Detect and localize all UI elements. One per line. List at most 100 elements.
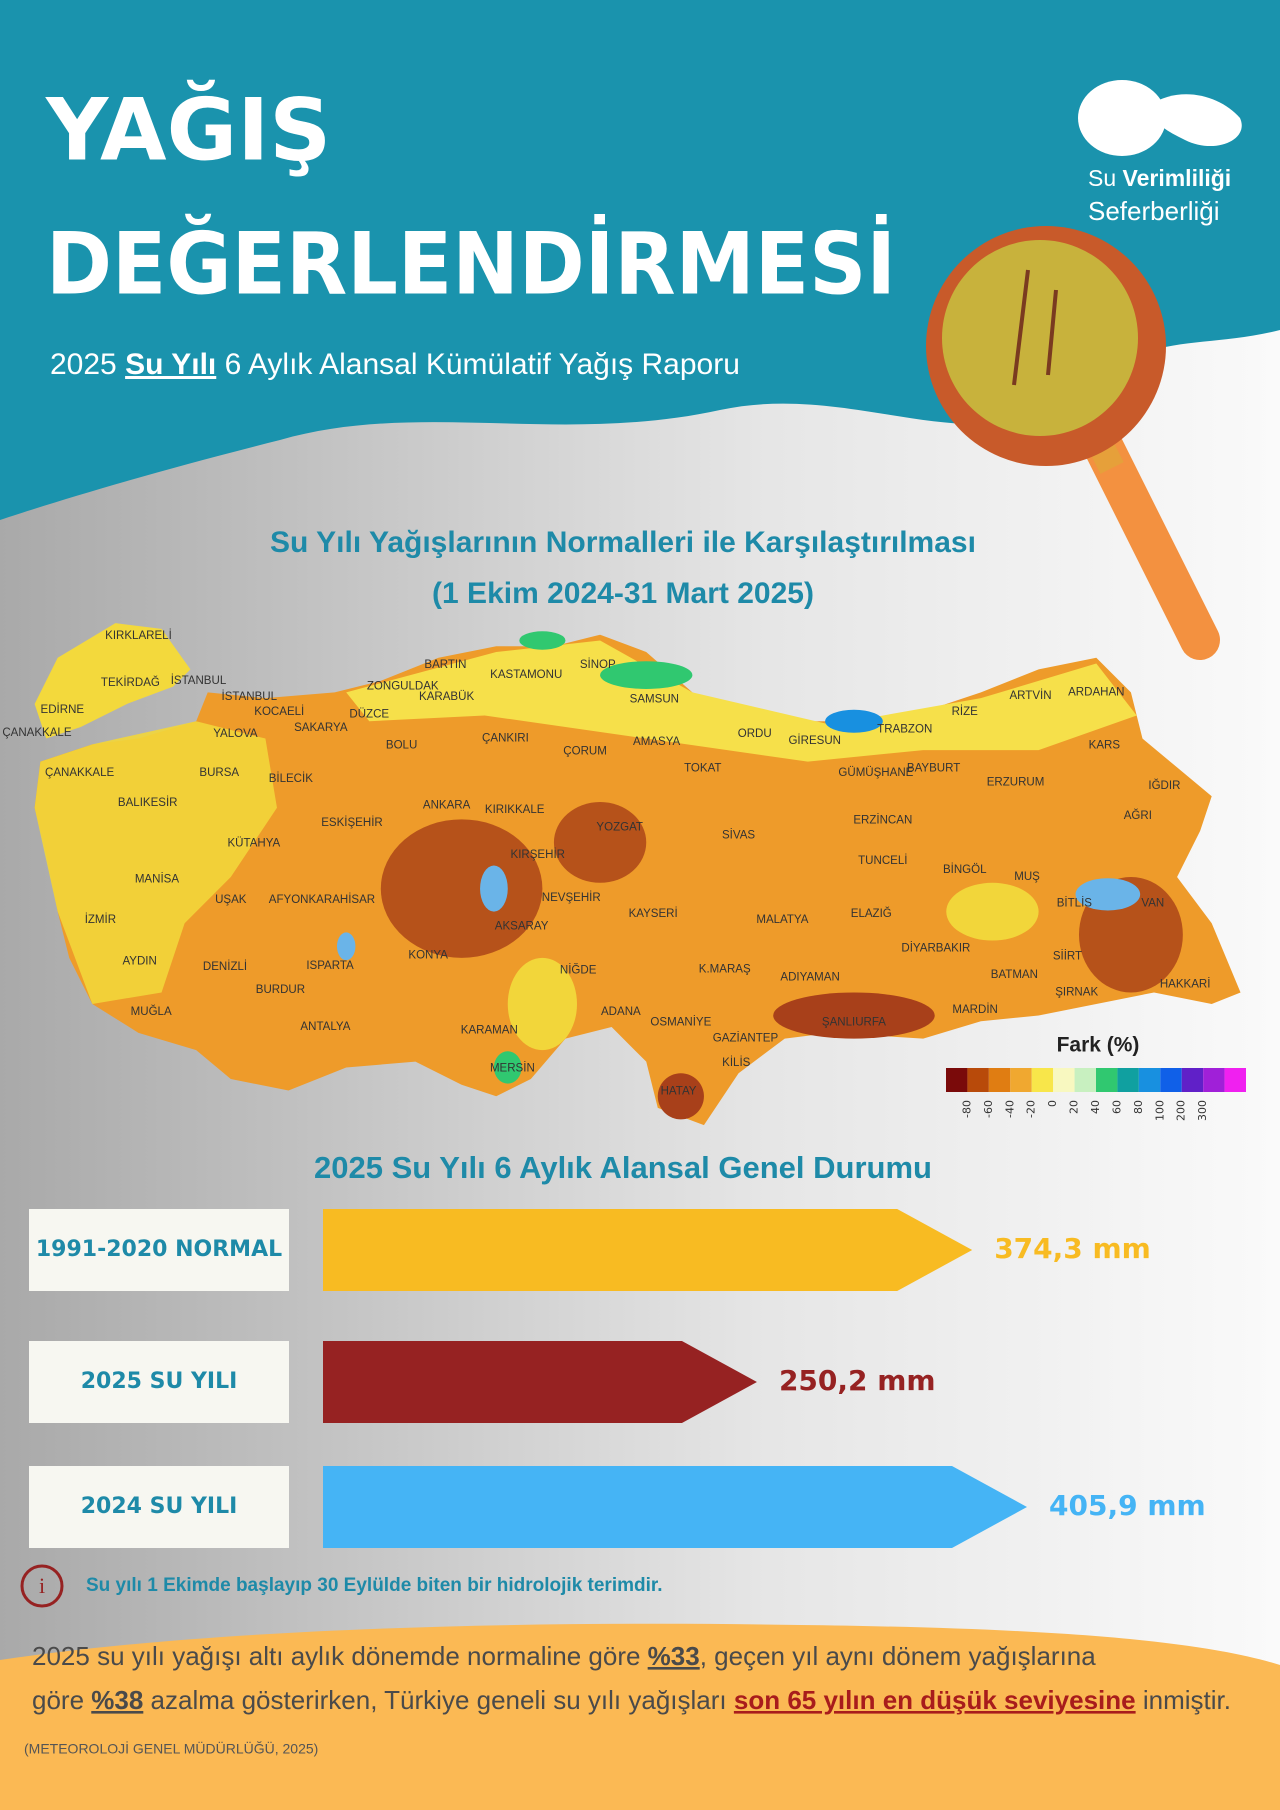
city-label: KIRŞEHİR (511, 848, 565, 861)
magnifier-shine (1012, 269, 1058, 386)
footer-highlight: %33 (648, 1641, 700, 1671)
footer-text: 2025 su yılı yağışı altı aylık dönemde n… (32, 1641, 648, 1671)
city-label: ARTVİN (1009, 689, 1051, 702)
legend-swatch (1053, 1068, 1075, 1092)
region (553, 802, 647, 883)
city-label: KONYA (408, 950, 448, 962)
category-box (29, 1341, 289, 1423)
region (346, 640, 1137, 762)
footer-highlight: %38 (91, 1685, 143, 1715)
city-label: MANİSA (135, 872, 180, 885)
city-label: YOZGAT (596, 821, 643, 833)
subtitle-rest: 6 Aylık Alansal Kümülatif Yağış Raporu (225, 348, 740, 381)
city-label: SİVAS (722, 829, 755, 842)
city-label: OSMANİYE (650, 1015, 711, 1028)
region (519, 631, 566, 650)
city-label: YALOVA (213, 728, 258, 740)
city-label: AĞRI (1124, 809, 1152, 822)
city-label: IĞDIR (1148, 779, 1180, 792)
city-label: ÇANAKKALE (45, 767, 115, 779)
title: YAĞIŞ (45, 79, 331, 180)
city-label: KARS (1089, 740, 1121, 752)
legend-tick-label: -20 (1025, 1100, 1038, 1118)
logo: Su Verimliliği Seferberliği (1078, 80, 1242, 226)
city-label: ARDAHAN (1068, 686, 1124, 698)
arrow-bar (323, 1209, 973, 1291)
lake (1075, 878, 1141, 911)
city-label: ÇORUM (563, 745, 607, 757)
logo-drop (1078, 80, 1166, 156)
magnifier (926, 226, 1220, 660)
city-label: BAYBURT (907, 763, 960, 775)
city-label: KASTAMONU (490, 669, 562, 681)
footer-text: , geçen yıl aynı dönem yağışlarına (700, 1641, 1097, 1671)
city-label: MALATYA (756, 914, 808, 926)
legend-tick-label: -80 (960, 1100, 973, 1118)
city-label: BARTIN (424, 659, 466, 671)
city-label: ÇANAKKALE (2, 727, 72, 739)
legend-tick-label: 20 (1068, 1100, 1081, 1114)
region (493, 1051, 522, 1084)
city-label: EDİRNE (41, 703, 85, 716)
city-label: ANTALYA (300, 1021, 350, 1033)
legend-swatch (1224, 1068, 1246, 1092)
value-label: 405,9 mm (1049, 1489, 1206, 1522)
city-label: VAN (1141, 898, 1164, 910)
city-label: ISPARTA (306, 960, 354, 972)
city-label: BURSA (199, 767, 239, 779)
city-label: AFYONKARAHİSAR (269, 893, 375, 906)
magnifier-handle (1080, 420, 1220, 660)
legend-swatch (1031, 1068, 1054, 1092)
value-label: 374,3 mm (994, 1232, 1151, 1265)
city-label: TRABZON (877, 723, 932, 735)
region (507, 957, 577, 1051)
source: (METEOROLOJİ GENEL MÜDÜRLÜĞÜ, 2025) (24, 1740, 318, 1757)
value-label: 250,2 mm (779, 1364, 936, 1397)
footer-band (0, 1623, 1280, 1810)
legend-swatch (1096, 1068, 1118, 1092)
city-label: KARABÜK (419, 691, 474, 703)
city-label: KIRIKKALE (485, 804, 545, 816)
city-label: NEVŞEHİR (542, 891, 601, 904)
city-label: ESKİŞEHİR (321, 816, 383, 829)
city-label: İZMİR (85, 913, 116, 926)
legend-swatch (1181, 1068, 1204, 1092)
city-label: ADANA (601, 1006, 641, 1018)
chart: 1991-2020 NORMAL 374,3 mm 2025 SU YILI 250,… (29, 1209, 1206, 1548)
logo-text: Seferberliği (1088, 196, 1220, 226)
legend-swatch (1138, 1068, 1161, 1092)
city-label: DENİZLİ (203, 960, 247, 973)
footer-text: inmiştir. (1136, 1685, 1231, 1715)
city-label: DÜZCE (349, 708, 389, 720)
lake (336, 932, 356, 961)
city-label: AKSARAY (495, 921, 549, 933)
arrow-bar (323, 1341, 757, 1423)
region (34, 721, 277, 1004)
category-box (29, 1209, 289, 1291)
legend-tick-label: -60 (982, 1100, 995, 1118)
city-label: KİLİS (722, 1056, 751, 1069)
footer-line: göre %38 azalma gösterirken, Türkiye gen… (32, 1685, 1231, 1715)
city-label: SİNOP (580, 658, 616, 671)
logo-su: Su (1088, 165, 1116, 191)
city-label: TUNCELİ (858, 854, 907, 867)
city-label: BURDUR (256, 984, 305, 996)
logo-verim: Verimliliği (1123, 165, 1232, 191)
city-label: ŞIRNAK (1055, 986, 1098, 998)
region (773, 992, 935, 1039)
city-label: ADIYAMAN (780, 971, 839, 983)
city-label: KOCAELİ (254, 705, 304, 718)
city-label: KÜTAHYA (227, 838, 280, 850)
city-label: SİİRT (1053, 950, 1082, 963)
footer-line: 2025 su yılı yağışı altı aylık dönemde n… (32, 1641, 1096, 1671)
subtitle-link: Su Yılı (125, 348, 216, 381)
map-title: Su Yılı Yağışlarının Normalleri ile Karş… (270, 526, 976, 559)
legend-tick-label: 60 (1110, 1100, 1123, 1114)
magnifier-lens (942, 240, 1138, 436)
city-label: ERZURUM (987, 776, 1045, 788)
city-label: GAZİANTEP (713, 1032, 779, 1045)
map: KIRKLARELİ TEKİRDAĞ İSTANBUL EDİRNE ÇANAKKAL… (2, 623, 1241, 1126)
city-label: ELAZIĞ (851, 907, 892, 920)
city-label: K.MARAŞ (699, 963, 751, 975)
city-label: ORDU (738, 728, 772, 740)
